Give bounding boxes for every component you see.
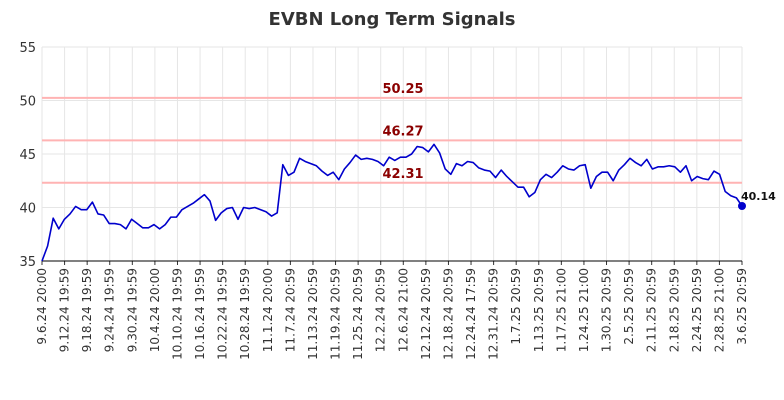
x-tick-label: 2.11.25 20:59 bbox=[645, 268, 659, 352]
x-tick-label: 11.7.24 20:59 bbox=[283, 268, 297, 352]
x-tick-label: 9.6.24 20:00 bbox=[35, 268, 49, 345]
x-tick-label: 9.30.24 19:59 bbox=[125, 268, 139, 352]
x-tick-label: 2.5.25 20:59 bbox=[622, 268, 636, 345]
x-tick-label: 1.17.25 21:00 bbox=[554, 268, 568, 352]
x-tick-label: 2.24.25 20:59 bbox=[690, 268, 704, 352]
x-tick-label: 10.16.24 19:59 bbox=[193, 268, 207, 360]
y-axis: 35 40 45 50 55 bbox=[19, 41, 36, 270]
x-tick-label: 11.13.24 20:59 bbox=[306, 268, 320, 360]
series-layer: 40.14 bbox=[41, 143, 776, 262]
y-tick-label: 40 bbox=[19, 202, 36, 217]
y-tick-label: 35 bbox=[19, 255, 36, 270]
x-tick-label: 10.28.24 19:59 bbox=[238, 268, 252, 360]
x-tick-label: 1.13.25 20:59 bbox=[532, 268, 546, 352]
signal-label: 42.31 bbox=[382, 167, 423, 182]
x-tick-label: 11.1.24 20:00 bbox=[261, 268, 275, 352]
x-tick-label: 11.25.24 20:59 bbox=[351, 268, 365, 360]
x-tick-label: 3.6.25 20:59 bbox=[735, 268, 749, 345]
x-tick-label: 12.2.24 20:59 bbox=[374, 268, 388, 352]
chart-title: EVBN Long Term Signals bbox=[269, 9, 516, 30]
x-tick-label: 9.18.24 19:59 bbox=[80, 268, 94, 352]
x-tick-label: 12.18.24 20:59 bbox=[441, 268, 455, 360]
x-axis: 9.6.24 20:00 9.12.24 19:59 9.18.24 19:59 9.… bbox=[35, 260, 749, 360]
signal-label: 46.27 bbox=[382, 124, 423, 139]
x-tick-label: 10.4.24 20:00 bbox=[148, 268, 162, 352]
grid bbox=[41, 46, 743, 262]
x-tick-label: 9.12.24 19:59 bbox=[58, 268, 72, 352]
x-tick-label: 1.24.25 21:00 bbox=[577, 268, 591, 352]
signal-lines: 50.25 46.27 42.31 bbox=[42, 82, 742, 184]
x-tick-label: 12.12.24 20:59 bbox=[419, 268, 433, 360]
x-tick-label: 1.30.25 20:59 bbox=[600, 268, 614, 352]
x-tick-label: 2.18.25 20:59 bbox=[667, 268, 681, 352]
x-tick-label: 9.24.24 19:59 bbox=[103, 268, 117, 352]
x-tick-label: 11.19.24 20:59 bbox=[329, 268, 343, 360]
x-tick-label: 10.22.24 19:59 bbox=[216, 268, 230, 360]
signal-label: 50.25 bbox=[382, 82, 423, 97]
x-tick-label: 2.28.25 21:00 bbox=[712, 268, 726, 352]
last-value-label: 40.14 bbox=[741, 190, 776, 203]
y-tick-label: 45 bbox=[19, 148, 36, 163]
y-tick-label: 50 bbox=[19, 95, 36, 110]
x-tick-label: 12.6.24 21:00 bbox=[396, 268, 410, 352]
price-line bbox=[41, 143, 743, 262]
y-tick-label: 55 bbox=[19, 41, 36, 56]
x-tick-label: 12.24.24 17:59 bbox=[464, 268, 478, 360]
x-tick-label: 1.7.25 20:59 bbox=[509, 268, 523, 345]
last-value-marker bbox=[738, 202, 746, 211]
x-tick-label: 10.10.24 19:59 bbox=[170, 268, 184, 360]
x-tick-label: 12.31.24 20:59 bbox=[487, 268, 501, 360]
